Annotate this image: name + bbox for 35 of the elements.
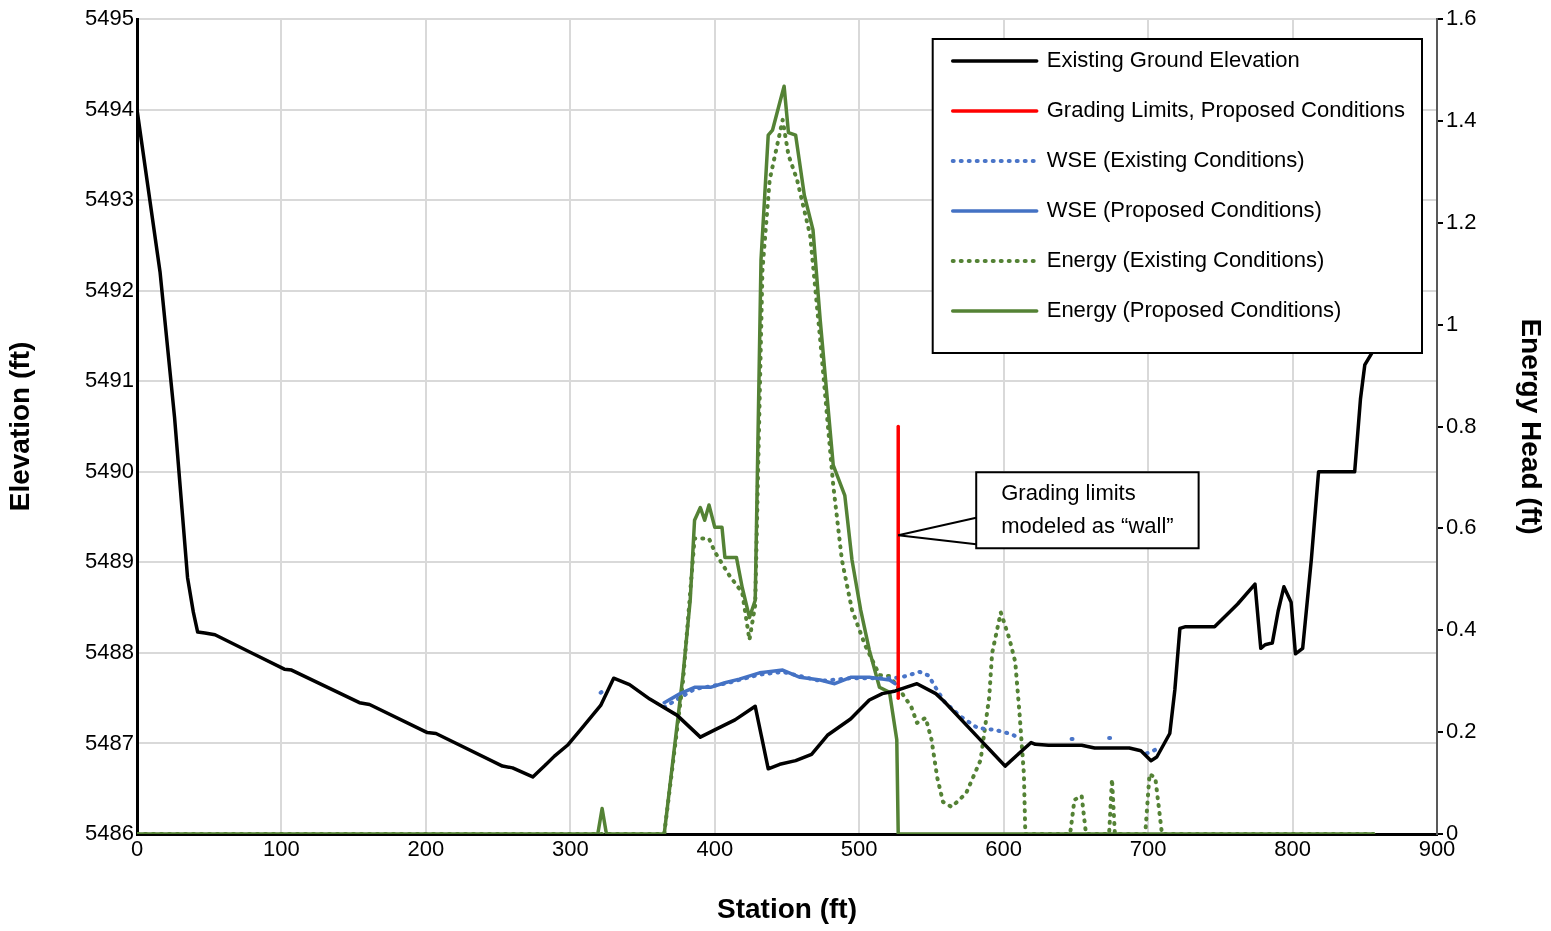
y-tick-label: 5493 — [85, 186, 134, 212]
y-axis-title: Elevation (ft) — [3, 341, 35, 512]
y-tick-label: 5495 — [85, 5, 134, 31]
legend-label: Existing Ground Elevation — [1046, 47, 1300, 73]
y2-tick-label: 0.8 — [1446, 412, 1477, 438]
y2-tick-label: 0.6 — [1446, 514, 1477, 540]
y2-tick-label: 0.4 — [1446, 616, 1477, 642]
y-tick-label: 5489 — [85, 548, 134, 574]
y2-tick-label: 0.2 — [1446, 718, 1477, 744]
legend-label: Grading Limits, Proposed Conditions — [1046, 97, 1405, 123]
x-tick-label: 100 — [263, 836, 300, 862]
y2-tick-label: 1 — [1446, 310, 1459, 336]
legend-label: WSE (Existing Conditions) — [1046, 147, 1305, 173]
x-tick-label: 700 — [1129, 836, 1167, 862]
y2-axis-title: Energy Head (ft) — [1516, 318, 1548, 535]
y-tick-label: 5488 — [85, 638, 134, 664]
legend-label: WSE (Proposed Conditions) — [1046, 197, 1322, 223]
x-axis-title: Station (ft) — [717, 892, 857, 924]
legend-label: Energy (Proposed Conditions) — [1046, 297, 1342, 323]
x-tick-label: 300 — [551, 836, 589, 862]
y-tick-label: 5491 — [85, 367, 134, 393]
annotation: Grading limits modeled as “wall” — [1001, 480, 1174, 539]
x-tick-label: 800 — [1274, 836, 1311, 862]
y-tick-label: 5490 — [85, 457, 134, 483]
legend-label: Energy (Existing Conditions) — [1046, 247, 1325, 273]
x-tick-label: 200 — [407, 836, 445, 862]
y2-tick-label: 1.6 — [1446, 5, 1477, 31]
y-tick-label: 5487 — [85, 729, 134, 755]
x-tick-label: 400 — [696, 836, 734, 862]
y2-tick-label: 1.2 — [1446, 208, 1477, 234]
y2-tick-label: 1.4 — [1446, 106, 1477, 132]
y-tick-label: 5494 — [85, 95, 134, 121]
x-tick-label: 500 — [840, 836, 878, 862]
y-tick-label: 5492 — [85, 276, 134, 302]
x-tick-label: 600 — [985, 836, 1023, 862]
